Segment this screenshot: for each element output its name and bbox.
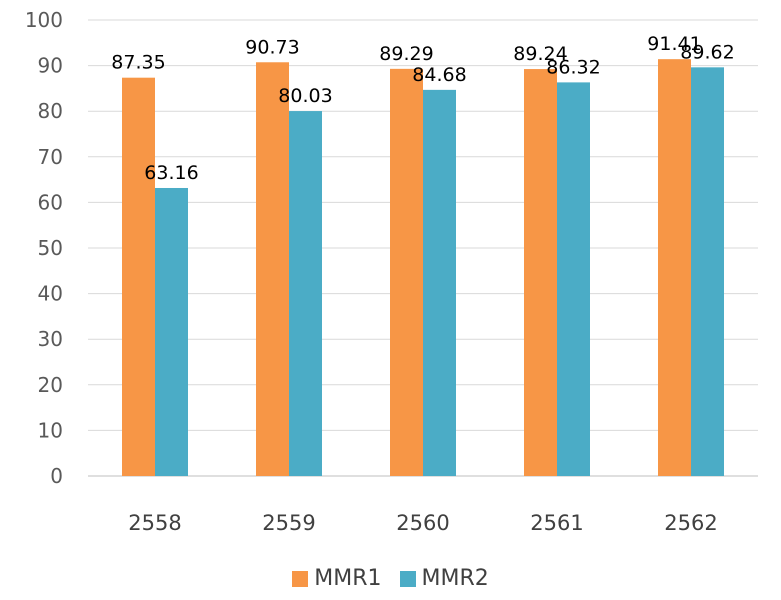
x-category-label: 2561 (530, 511, 583, 535)
data-label: 63.16 (144, 162, 198, 184)
legend-swatch-mmr1 (292, 570, 309, 587)
legend-item-mmr2: MMR2 (399, 566, 489, 591)
bars (122, 59, 724, 477)
x-category-label: 2562 (664, 511, 717, 535)
y-tick-label: 80 (38, 99, 63, 123)
legend-label-mmr2: MMR2 (421, 566, 489, 591)
y-tick-label: 90 (38, 54, 63, 78)
data-label: 89.29 (379, 43, 433, 65)
data-label: 91.41 (647, 33, 701, 55)
y-tick-label: 100 (25, 8, 63, 32)
bar-mmr1-2558 (122, 77, 155, 477)
y-tick-label: 40 (38, 282, 63, 306)
bar-mmr1-2562 (658, 59, 691, 476)
x-category-label: 2560 (396, 511, 449, 535)
data-label: 84.68 (412, 64, 466, 86)
y-tick-label: 0 (50, 464, 63, 488)
data-label: 80.03 (278, 85, 332, 107)
y-axis-ticks: 0 10 20 30 40 50 60 70 80 90 100 (25, 8, 63, 488)
y-tick-label: 50 (38, 236, 63, 260)
data-label: 90.73 (245, 36, 299, 58)
bar-mmr2-2558 (155, 187, 188, 476)
legend-item-mmr1: MMR1 (292, 566, 382, 591)
bar-mmr1-2561 (524, 69, 557, 476)
data-labels: 87.35 90.73 89.29 89.24 91.41 63.16 80.03 84.68… (111, 33, 734, 184)
legend: MMR1 MMR2 (0, 566, 781, 591)
x-category-label: 2559 (262, 511, 315, 535)
data-label: 89.24 (513, 43, 567, 65)
data-label: 89.62 (680, 41, 734, 63)
legend-swatch-mmr2 (399, 570, 416, 587)
bar-mmr2-2562 (691, 67, 724, 477)
data-label: 86.32 (546, 56, 600, 78)
y-tick-label: 70 (38, 145, 63, 169)
y-tick-label: 10 (38, 418, 63, 442)
x-axis-categories: 2558 2559 2560 2561 2562 (128, 511, 717, 535)
x-category-label: 2558 (128, 511, 181, 535)
y-tick-label: 60 (38, 190, 63, 214)
y-tick-label: 30 (38, 327, 63, 351)
bar-mmr1-2559 (256, 62, 289, 476)
bar-mmr2-2559 (289, 111, 322, 476)
bar-mmr2-2560 (423, 89, 456, 477)
legend-label-mmr1: MMR1 (314, 566, 382, 591)
data-label: 87.35 (111, 52, 165, 74)
bar-mmr2-2561 (557, 82, 590, 476)
bar-mmr1-2560 (390, 68, 423, 477)
y-tick-label: 20 (38, 373, 63, 397)
